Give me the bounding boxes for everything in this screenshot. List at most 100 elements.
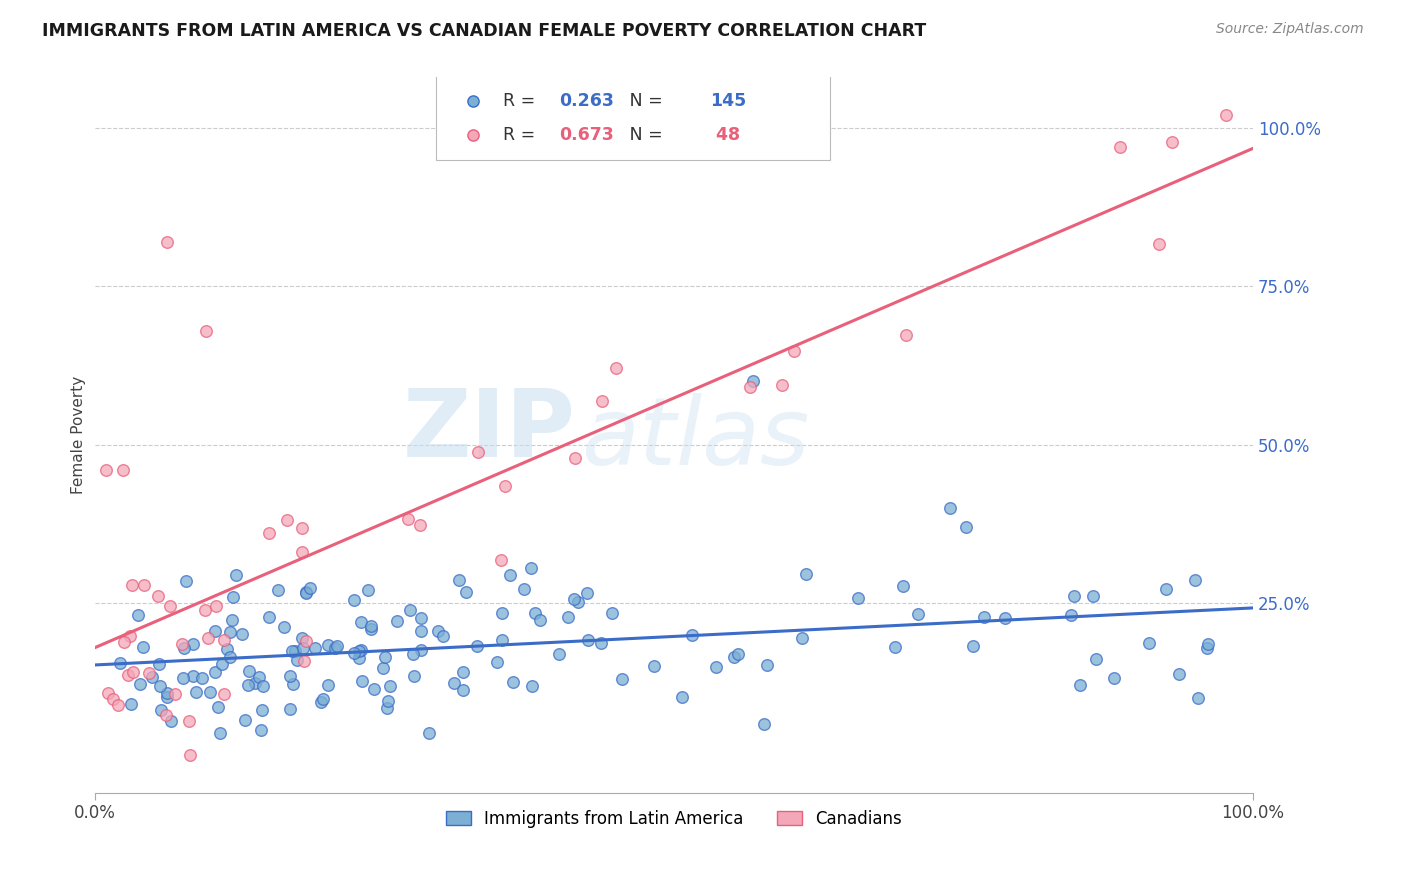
Canadians bbox=[156, 235, 179, 249]
Immigrants from Latin America bbox=[285, 653, 308, 667]
Immigrants from Latin America bbox=[485, 655, 508, 669]
Canadians bbox=[291, 545, 314, 559]
Canadians bbox=[107, 698, 129, 712]
Canadians bbox=[117, 668, 139, 682]
Immigrants from Latin America bbox=[589, 636, 612, 650]
Immigrants from Latin America bbox=[181, 668, 204, 682]
Immigrants from Latin America bbox=[456, 584, 478, 599]
Text: 0.263: 0.263 bbox=[560, 92, 614, 110]
Canadians bbox=[118, 629, 141, 643]
Immigrants from Latin America bbox=[132, 640, 155, 655]
Canadians bbox=[605, 361, 627, 376]
Immigrants from Latin America bbox=[520, 561, 543, 575]
Immigrants from Latin America bbox=[219, 625, 242, 640]
Immigrants from Latin America bbox=[211, 657, 233, 671]
Immigrants from Latin America bbox=[529, 613, 551, 627]
Canadians bbox=[96, 463, 118, 477]
Immigrants from Latin America bbox=[238, 665, 260, 679]
Canadians bbox=[489, 553, 512, 567]
Immigrants from Latin America bbox=[451, 682, 474, 697]
Immigrants from Latin America bbox=[522, 679, 544, 693]
Immigrants from Latin America bbox=[939, 500, 962, 515]
Canadians bbox=[170, 637, 193, 651]
Immigrants from Latin America bbox=[350, 615, 373, 629]
Canadians bbox=[148, 590, 170, 604]
Immigrants from Latin America bbox=[343, 593, 366, 607]
Canadians bbox=[782, 344, 804, 359]
Immigrants from Latin America bbox=[280, 644, 302, 658]
Immigrants from Latin America bbox=[291, 641, 314, 656]
Immigrants from Latin America bbox=[235, 713, 257, 727]
Immigrants from Latin America bbox=[1168, 667, 1191, 681]
Immigrants from Latin America bbox=[547, 647, 569, 661]
Canadians bbox=[276, 513, 298, 527]
Immigrants from Latin America bbox=[231, 626, 253, 640]
Immigrants from Latin America bbox=[399, 602, 422, 616]
Immigrants from Latin America bbox=[1063, 590, 1085, 604]
Legend: Immigrants from Latin America, Canadians: Immigrants from Latin America, Canadians bbox=[439, 803, 908, 834]
Y-axis label: Female Poverty: Female Poverty bbox=[72, 376, 86, 494]
Immigrants from Latin America bbox=[312, 692, 335, 706]
Canadians bbox=[1160, 135, 1182, 149]
Canadians bbox=[159, 599, 181, 613]
Immigrants from Latin America bbox=[1184, 573, 1206, 587]
Immigrants from Latin America bbox=[432, 629, 454, 643]
Canadians bbox=[111, 463, 134, 477]
Immigrants from Latin America bbox=[280, 669, 302, 683]
Immigrants from Latin America bbox=[524, 606, 547, 620]
Canadians bbox=[177, 714, 200, 728]
Immigrants from Latin America bbox=[141, 670, 163, 684]
Immigrants from Latin America bbox=[374, 650, 396, 665]
Immigrants from Latin America bbox=[1084, 652, 1107, 666]
Canadians bbox=[101, 692, 124, 706]
Immigrants from Latin America bbox=[311, 695, 333, 709]
Immigrants from Latin America bbox=[208, 726, 231, 740]
Immigrants from Latin America bbox=[418, 725, 440, 739]
Immigrants from Latin America bbox=[281, 677, 304, 691]
Immigrants from Latin America bbox=[1081, 589, 1104, 603]
Immigrants from Latin America bbox=[402, 669, 425, 683]
Canadians bbox=[1147, 236, 1170, 251]
Canadians bbox=[194, 602, 217, 616]
Immigrants from Latin America bbox=[343, 646, 366, 660]
Canadians bbox=[155, 708, 177, 723]
Immigrants from Latin America bbox=[316, 678, 339, 692]
Immigrants from Latin America bbox=[347, 651, 370, 665]
Immigrants from Latin America bbox=[557, 610, 579, 624]
Canadians bbox=[770, 378, 793, 392]
Immigrants from Latin America bbox=[110, 657, 132, 671]
Text: R =: R = bbox=[503, 126, 541, 144]
Canadians bbox=[591, 393, 613, 408]
Immigrants from Latin America bbox=[318, 638, 340, 652]
Immigrants from Latin America bbox=[385, 614, 408, 628]
Immigrants from Latin America bbox=[600, 607, 623, 621]
Immigrants from Latin America bbox=[363, 681, 385, 696]
Canadians bbox=[134, 577, 156, 591]
Text: atlas: atlas bbox=[581, 393, 810, 484]
Immigrants from Latin America bbox=[790, 631, 813, 645]
Immigrants from Latin America bbox=[371, 661, 394, 675]
Immigrants from Latin America bbox=[198, 685, 221, 699]
Immigrants from Latin America bbox=[156, 690, 179, 705]
Immigrants from Latin America bbox=[465, 639, 488, 653]
Immigrants from Latin America bbox=[191, 671, 214, 685]
Immigrants from Latin America bbox=[426, 624, 449, 638]
Canadians bbox=[294, 654, 316, 668]
Canadians bbox=[194, 324, 217, 338]
Immigrants from Latin America bbox=[349, 643, 371, 657]
Canadians bbox=[467, 444, 489, 458]
Canadians bbox=[291, 521, 314, 535]
Immigrants from Latin America bbox=[409, 611, 432, 625]
Text: Source: ZipAtlas.com: Source: ZipAtlas.com bbox=[1216, 22, 1364, 37]
Immigrants from Latin America bbox=[742, 374, 765, 388]
Immigrants from Latin America bbox=[502, 674, 524, 689]
Immigrants from Latin America bbox=[451, 665, 474, 679]
Immigrants from Latin America bbox=[907, 607, 929, 621]
Immigrants from Latin America bbox=[207, 699, 229, 714]
Text: ZIP: ZIP bbox=[402, 385, 575, 477]
Canadians bbox=[212, 633, 235, 648]
Immigrants from Latin America bbox=[380, 679, 402, 693]
Canadians bbox=[197, 631, 219, 645]
Immigrants from Latin America bbox=[326, 639, 349, 653]
Canadians bbox=[163, 687, 186, 701]
